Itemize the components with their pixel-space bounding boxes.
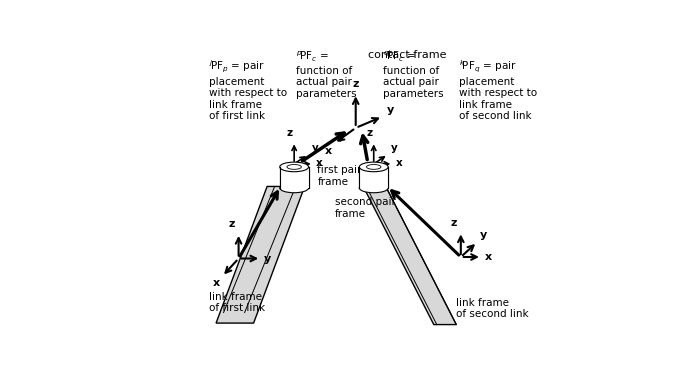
Polygon shape — [363, 186, 457, 324]
Text: z: z — [286, 128, 293, 138]
Text: z: z — [353, 80, 359, 89]
Text: contact frame: contact frame — [368, 50, 446, 60]
Text: x: x — [316, 158, 323, 168]
Text: z: z — [366, 128, 372, 138]
Ellipse shape — [360, 162, 388, 172]
Text: y: y — [391, 143, 398, 153]
Text: x: x — [396, 158, 402, 168]
Ellipse shape — [279, 183, 309, 193]
Polygon shape — [216, 186, 305, 323]
FancyBboxPatch shape — [279, 167, 309, 188]
Text: $^p\!$PF$_c$ =
function of
actual pair
parameters: $^p\!$PF$_c$ = function of actual pair p… — [296, 50, 356, 99]
Text: y: y — [387, 105, 394, 115]
FancyBboxPatch shape — [360, 167, 388, 188]
Text: $^q\!$PF$_c$ =
function of
actual pair
parameters: $^q\!$PF$_c$ = function of actual pair p… — [383, 50, 443, 99]
Text: y: y — [312, 143, 319, 153]
Text: x: x — [213, 278, 220, 288]
Text: x: x — [325, 146, 332, 156]
Text: second pair
frame: second pair frame — [335, 197, 396, 218]
Text: link frame
of second link: link frame of second link — [457, 298, 529, 319]
Text: y: y — [264, 254, 271, 264]
Text: first pair
frame: first pair frame — [317, 165, 362, 187]
Text: z: z — [451, 218, 457, 228]
Text: $^j\!$PF$_p$ = pair
placement
with respect to
link frame
of first link: $^j\!$PF$_p$ = pair placement with respe… — [208, 59, 286, 121]
Ellipse shape — [279, 162, 309, 172]
Text: $^k\!$PF$_q$ = pair
placement
with respect to
link frame
of second link: $^k\!$PF$_q$ = pair placement with respe… — [459, 59, 537, 121]
Text: link frame
of first link: link frame of first link — [208, 292, 265, 313]
Ellipse shape — [360, 183, 388, 193]
Text: y: y — [480, 230, 488, 241]
Text: x: x — [485, 252, 492, 262]
Text: z: z — [229, 220, 235, 229]
